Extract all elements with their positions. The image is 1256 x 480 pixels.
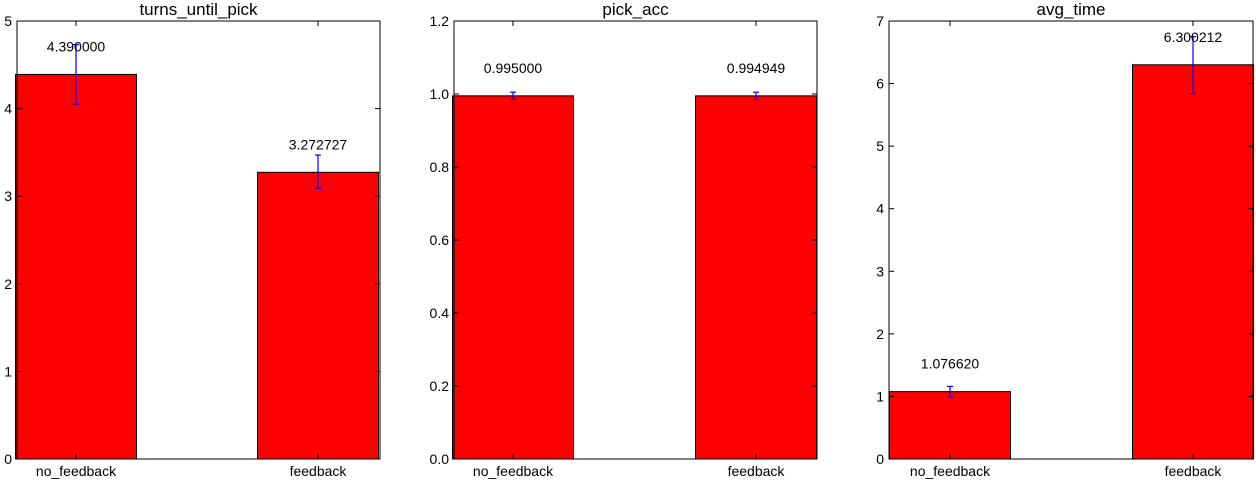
chart-panel-2: pick_acc 0.0 0.2 0.4 0.6 0.8 1.0 1.2 no_feedback…	[430, 0, 818, 479]
x-tick-label: no_feedback	[36, 463, 117, 479]
y-tick-label: 7	[876, 13, 884, 29]
x-tick-label: feedback	[1165, 463, 1223, 479]
y-tick-label: 0	[876, 451, 884, 467]
y-tick-label: 0.2	[430, 378, 450, 394]
plot-frame	[16, 20, 381, 460]
y-tick-label: 3	[876, 263, 884, 279]
x-tick-label: feedback	[728, 463, 786, 479]
bar-no_feedback	[15, 73, 137, 460]
bar-no_feedback	[889, 391, 1011, 460]
y-tick-label: 0	[4, 451, 12, 467]
chart-title: pick_acc	[602, 0, 669, 19]
bar-feedback	[257, 171, 379, 460]
y-tick-label: 0.8	[430, 159, 450, 175]
chart-title: turns_until_pick	[139, 0, 258, 19]
chart-panel-1: turns_until_pick 0 1 2 3 4 5 no_feedback feedbac…	[4, 0, 381, 479]
data-label: 1.076620	[921, 356, 980, 372]
data-label: 3.272727	[289, 136, 348, 152]
x-tick-label: no_feedback	[473, 463, 554, 479]
y-tick-label: 2	[4, 276, 12, 292]
y-tick-label: 6	[876, 76, 884, 92]
data-label: 6.300212	[1164, 29, 1223, 45]
bar-feedback	[1132, 64, 1254, 460]
y-tick-label: 2	[876, 326, 884, 342]
y-tick-label: 3	[4, 188, 12, 204]
y-tick-label: 4	[876, 201, 884, 217]
bar-feedback	[695, 95, 817, 460]
bar-no_feedback	[452, 95, 574, 460]
data-label: 0.995000	[484, 60, 543, 76]
y-tick-label: 1	[4, 363, 12, 379]
y-tick-label: 4	[4, 101, 12, 117]
y-tick-label: 5	[4, 13, 12, 29]
y-tick-label: 0.4	[430, 305, 450, 321]
y-tick-label: 5	[876, 138, 884, 154]
y-tick-label: 0.6	[430, 232, 450, 248]
data-label: 0.994949	[727, 60, 786, 76]
chart-panel-3: avg_time 0 1 2 3 4 5 6 7 no_feedback feedback 1.076…	[876, 0, 1254, 479]
data-label: 4.390000	[47, 38, 106, 54]
chart-title: avg_time	[1037, 0, 1106, 19]
x-tick-label: feedback	[290, 463, 348, 479]
y-tick-label: 1	[876, 388, 884, 404]
x-tick-label: no_feedback	[910, 463, 991, 479]
y-tick-label: 1.0	[430, 86, 450, 102]
y-tick-label: 0.0	[430, 451, 450, 467]
plot-frame	[888, 20, 1254, 460]
y-tick-label: 1.2	[430, 13, 450, 29]
